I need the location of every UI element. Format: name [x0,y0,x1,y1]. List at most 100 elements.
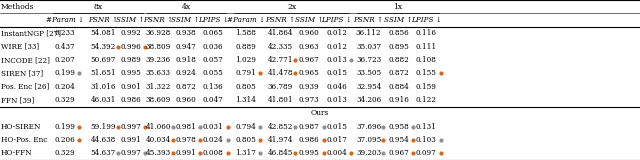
Text: 36.723: 36.723 [356,56,381,64]
Text: WIRE [33]: WIRE [33] [1,43,39,51]
Text: 42.771: 42.771 [268,56,293,64]
Text: FFN [39]: FFN [39] [1,96,34,104]
Text: 0.159: 0.159 [416,83,436,91]
Text: 0.131: 0.131 [416,123,436,131]
Text: 0.997: 0.997 [120,123,141,131]
Text: 31.322: 31.322 [145,83,171,91]
Text: LPIPS ↓: LPIPS ↓ [198,16,228,24]
Text: 38.609: 38.609 [145,96,171,104]
Text: 0.991: 0.991 [175,149,196,157]
Text: 46.031: 46.031 [90,96,116,104]
Text: 0.989: 0.989 [120,56,141,64]
Text: 0.981: 0.981 [175,123,196,131]
Text: 0.116: 0.116 [416,29,436,37]
Text: 41.801: 41.801 [268,96,293,104]
Text: 0.958: 0.958 [388,123,409,131]
Text: Pos. Enc [26]: Pos. Enc [26] [1,83,49,91]
Text: SSIM ↑: SSIM ↑ [295,16,323,24]
Text: 40.034: 40.034 [145,136,171,144]
Text: 0.013: 0.013 [326,56,347,64]
Text: 0.889: 0.889 [236,43,256,51]
Text: 0.997: 0.997 [120,149,141,157]
Text: 41.864: 41.864 [268,29,293,37]
Text: 51.651: 51.651 [90,69,116,77]
Text: 0.004: 0.004 [326,149,347,157]
Text: 0.973: 0.973 [299,96,319,104]
Text: 4x: 4x [182,3,191,11]
Text: 0.008: 0.008 [203,149,223,157]
Text: 2x: 2x [287,3,296,11]
Text: 0.012: 0.012 [326,43,347,51]
Text: 0.047: 0.047 [203,96,223,104]
Text: 0.954: 0.954 [388,136,409,144]
Text: 0.805: 0.805 [236,83,256,91]
Text: SSIM ↑: SSIM ↑ [172,16,200,24]
Text: 0.960: 0.960 [299,29,319,37]
Text: 36.928: 36.928 [145,29,171,37]
Text: 0.136: 0.136 [203,83,223,91]
Text: 0.012: 0.012 [326,29,347,37]
Text: 0.882: 0.882 [388,56,409,64]
Text: 0.978: 0.978 [175,136,196,144]
Text: HO-Pos. Enc: HO-Pos. Enc [1,136,47,144]
Text: 0.017: 0.017 [326,136,347,144]
Text: 35.633: 35.633 [145,69,171,77]
Text: 34.206: 34.206 [356,96,381,104]
Text: 42.852: 42.852 [268,123,293,131]
Text: 0.199: 0.199 [54,69,75,77]
Text: 35.037: 35.037 [356,43,381,51]
Text: InstantNGP [27]: InstantNGP [27] [1,29,61,37]
Text: 41.478: 41.478 [268,69,293,77]
Text: 0.055: 0.055 [203,69,223,77]
Text: 33.505: 33.505 [356,69,381,77]
Text: 37.696: 37.696 [356,123,381,131]
Text: 0.939: 0.939 [299,83,319,91]
Text: 0.233: 0.233 [54,29,75,37]
Text: 46.845: 46.845 [268,149,293,157]
Text: PSNR ↑: PSNR ↑ [143,16,173,24]
Text: 0.805: 0.805 [236,136,256,144]
Text: 0.122: 0.122 [416,96,436,104]
Text: 45.393: 45.393 [145,149,171,157]
Text: 0.206: 0.206 [54,136,75,144]
Text: 31.016: 31.016 [90,83,116,91]
Text: 0.199: 0.199 [54,123,75,131]
Text: 0.992: 0.992 [120,29,141,37]
Text: 0.155: 0.155 [416,69,436,77]
Text: HO-FFN: HO-FFN [1,149,32,157]
Text: SSIM ↑: SSIM ↑ [116,16,145,24]
Text: 0.996: 0.996 [120,43,141,51]
Text: 36.112: 36.112 [356,29,381,37]
Text: 0.108: 0.108 [416,56,436,64]
Text: 1.314: 1.314 [236,96,256,104]
Text: 0.872: 0.872 [175,83,196,91]
Text: 41.974: 41.974 [268,136,293,144]
Text: 0.967: 0.967 [388,149,409,157]
Text: 1.029: 1.029 [236,56,256,64]
Text: 0.437: 0.437 [54,43,75,51]
Text: 0.965: 0.965 [299,69,319,77]
Text: 0.794: 0.794 [236,123,256,131]
Text: 0.963: 0.963 [299,43,319,51]
Text: 0.986: 0.986 [120,96,141,104]
Text: 39.236: 39.236 [145,56,171,64]
Text: 0.987: 0.987 [299,123,319,131]
Text: 59.199: 59.199 [90,123,116,131]
Text: #Param ↓: #Param ↓ [227,16,265,24]
Text: Methods: Methods [1,3,34,11]
Text: 37.095: 37.095 [356,136,381,144]
Text: 0.046: 0.046 [326,83,347,91]
Text: HO-SIREN: HO-SIREN [1,123,41,131]
Text: 0.895: 0.895 [388,43,409,51]
Text: LPIPS ↓: LPIPS ↓ [321,16,352,24]
Text: 32.954: 32.954 [356,83,381,91]
Text: 36.789: 36.789 [268,83,293,91]
Text: Ours: Ours [311,109,329,117]
Text: 0.103: 0.103 [416,136,436,144]
Text: 0.015: 0.015 [326,69,347,77]
Text: 0.097: 0.097 [416,149,436,157]
Text: 0.065: 0.065 [203,29,223,37]
Text: 44.638: 44.638 [90,136,116,144]
Text: #Param ↓: #Param ↓ [45,16,84,24]
Text: 50.697: 50.697 [90,56,116,64]
